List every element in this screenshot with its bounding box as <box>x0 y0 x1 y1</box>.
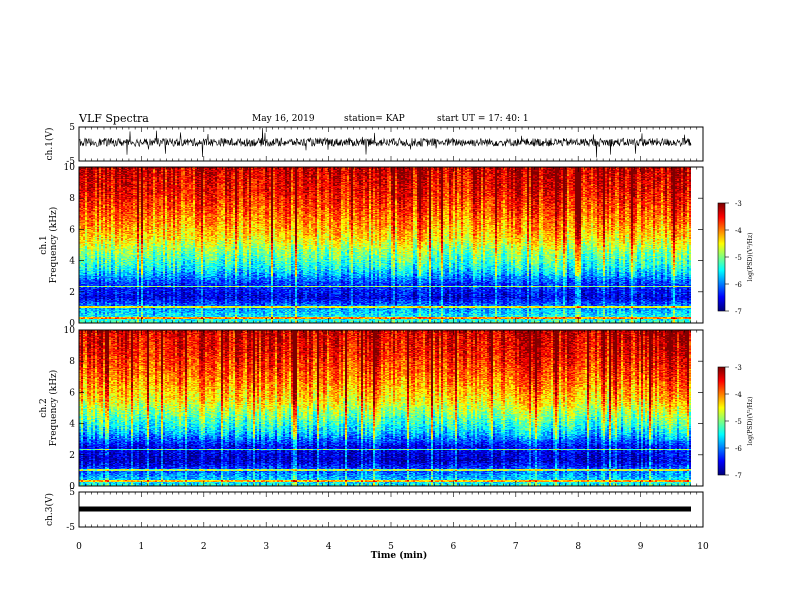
ch3-waveform-line <box>79 506 691 512</box>
ch2-colorbar-image <box>718 367 725 475</box>
y-tick-label: -5 <box>66 523 75 533</box>
station-label: station= KAP <box>344 114 405 124</box>
colorbar-tick-label: -3 <box>735 364 742 372</box>
x-tick-label: 5 <box>388 542 394 552</box>
colorbar-tick-label: -7 <box>735 472 742 480</box>
figure-title: VLF Spectra <box>79 112 149 125</box>
y-tick-label: 6 <box>69 388 75 398</box>
ch1-waveform-line <box>78 127 692 158</box>
y-axis-label: ch.3(V) <box>44 493 55 526</box>
y-tick-label: 0 <box>69 482 75 492</box>
colorbar-frame <box>717 202 726 312</box>
colorbar-tick-label: -5 <box>735 254 742 262</box>
ch1-colorbar-image <box>718 203 725 311</box>
colorbar-tick-label: -3 <box>735 200 742 208</box>
x-tick-label: 7 <box>513 542 519 552</box>
start-ut-label: start UT = 17: 40: 1 <box>437 114 529 124</box>
x-axis-label: Time (min) <box>371 550 428 561</box>
x-tick-label: 9 <box>638 542 644 552</box>
colorbar-tick-label: -6 <box>735 445 742 453</box>
y-tick-label: 0 <box>69 319 75 329</box>
colorbar-tick-label: -7 <box>735 308 742 316</box>
colorbar-frame <box>717 366 726 476</box>
x-tick-label: 1 <box>139 542 145 552</box>
x-tick-label: 2 <box>201 542 207 552</box>
colorbar-tick-label: -6 <box>735 281 742 289</box>
y-tick-label: 2 <box>69 288 75 298</box>
x-tick-label: 8 <box>575 542 581 552</box>
colorbar-tick-label: -5 <box>735 418 742 426</box>
x-tick-label: 3 <box>263 542 269 552</box>
colorbar-tick-label: -4 <box>735 391 742 399</box>
date-label: May 16, 2019 <box>252 114 315 124</box>
x-tick-label: 0 <box>76 542 82 552</box>
y-tick-label: 5 <box>69 123 75 133</box>
y-tick-label: 5 <box>69 488 75 498</box>
x-tick-label: 6 <box>451 542 457 552</box>
y-tick-label: 10 <box>64 326 76 336</box>
y-tick-label: 8 <box>69 194 75 204</box>
y-axis-label: Frequency (kHz) <box>48 207 59 284</box>
ch1-spectrogram-image <box>79 167 691 323</box>
colorbar-label: log(PSD)(V²/Hz) <box>747 233 754 282</box>
y-tick-label: -5 <box>66 157 75 167</box>
y-tick-label: 4 <box>69 420 75 430</box>
x-tick-label: 10 <box>697 542 709 552</box>
y-axis-label: ch.1(V) <box>44 128 55 161</box>
colorbar-label: log(PSD)(V²/Hz) <box>747 397 754 446</box>
y-tick-label: 4 <box>69 257 75 267</box>
panel-frame <box>78 329 704 487</box>
y-tick-label: 6 <box>69 225 75 235</box>
y-axis-label: ch.1 <box>39 235 49 254</box>
y-tick-label: 2 <box>69 451 75 461</box>
ch2-spectrogram-image <box>79 330 691 486</box>
panel-frame <box>78 166 704 324</box>
y-tick-label: 8 <box>69 357 75 367</box>
y-tick-label: 10 <box>64 163 76 173</box>
colorbar-tick-label: -4 <box>735 227 742 235</box>
y-axis-label: ch.2 <box>39 398 49 417</box>
y-axis-label: Frequency (kHz) <box>48 370 59 447</box>
x-tick-label: 4 <box>326 542 332 552</box>
